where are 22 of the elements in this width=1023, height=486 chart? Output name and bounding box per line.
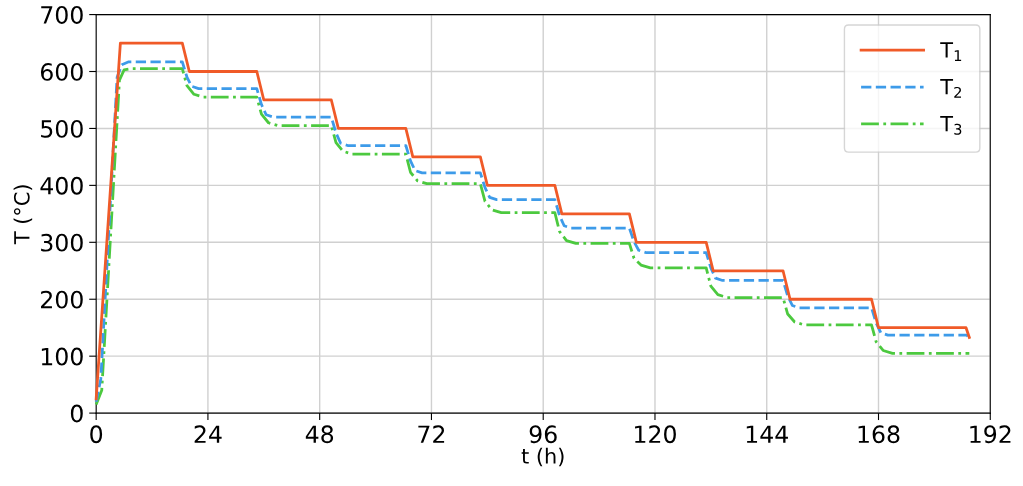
x-tick-label: 192	[970, 425, 1011, 444]
y-tick-label: 500	[41, 119, 83, 138]
y-tick-label: 700	[41, 6, 83, 24]
x-tick-label: 72	[418, 425, 445, 443]
x-tick-label: 120	[635, 425, 676, 444]
x-tick-label: 24	[194, 425, 222, 443]
x-tick-label: 48	[305, 425, 334, 444]
y-tick-label: 200	[41, 290, 83, 309]
y-tick-label: 400	[40, 176, 83, 195]
y-tick-label: 300	[41, 233, 83, 252]
y-axis-title: T (°C)	[13, 185, 33, 245]
x-tick-label: 144	[746, 425, 788, 443]
x-axis-title: t (h)	[521, 447, 564, 467]
y-tick-label: 600	[40, 62, 83, 81]
legend-label: T$_{2}$	[940, 79, 962, 98]
y-tick-label: 100	[41, 347, 83, 366]
x-tick-label: 96	[529, 425, 557, 444]
legend-label: T$_{3}$	[940, 115, 962, 135]
y-tick-label: 0	[70, 404, 83, 423]
x-tick-label: 0	[90, 425, 103, 444]
legend-label: T$_{1}$	[940, 42, 962, 61]
x-tick-label: 168	[858, 425, 900, 444]
